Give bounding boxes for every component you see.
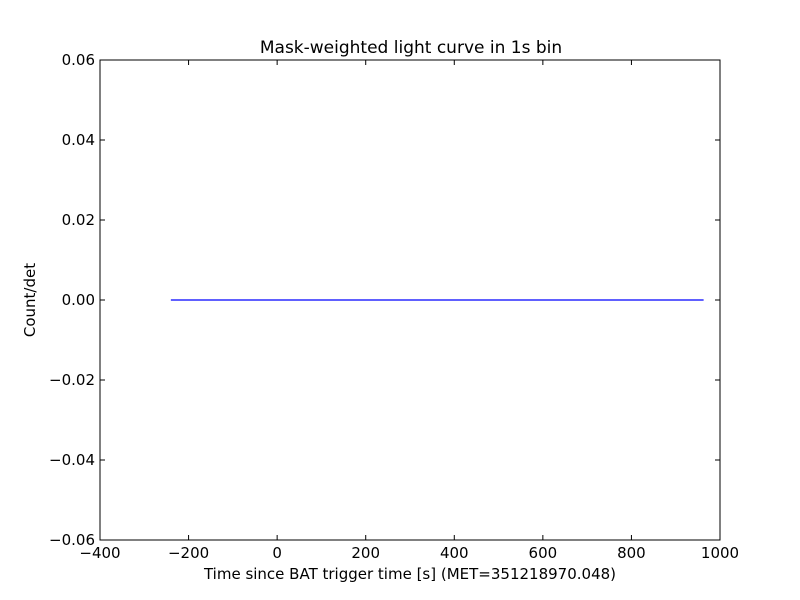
y-tick-label: 0.04 [62, 131, 95, 149]
axis-ticks: −400 −200 0 200 400 600 800 1000 −0.06 −0.04 −0.02… [49, 51, 739, 562]
x-tick-label: 1000 [701, 544, 739, 562]
x-tick-label: −200 [168, 544, 209, 562]
x-tick-label: 0 [272, 544, 282, 562]
x-axis-label: Time since BAT trigger time [s] (MET=351… [203, 565, 616, 583]
x-tick-label: 800 [617, 544, 646, 562]
x-tick-label: 400 [440, 544, 469, 562]
x-tick-label: 200 [351, 544, 380, 562]
chart-title: Mask-weighted light curve in 1s bin [260, 38, 562, 58]
plot-frame [99, 59, 721, 541]
x-tick-label: −400 [79, 544, 120, 562]
y-tick-label: −0.02 [49, 371, 95, 389]
y-tick-label: −0.06 [49, 531, 95, 549]
y-tick-label: 0.02 [62, 211, 95, 229]
y-tick-label: 0.06 [62, 51, 95, 69]
y-tick-label: 0.00 [62, 291, 95, 309]
x-tick-label: 600 [529, 544, 558, 562]
y-axis-label: Count/det [21, 263, 39, 337]
y-tick-label: −0.04 [49, 451, 95, 469]
